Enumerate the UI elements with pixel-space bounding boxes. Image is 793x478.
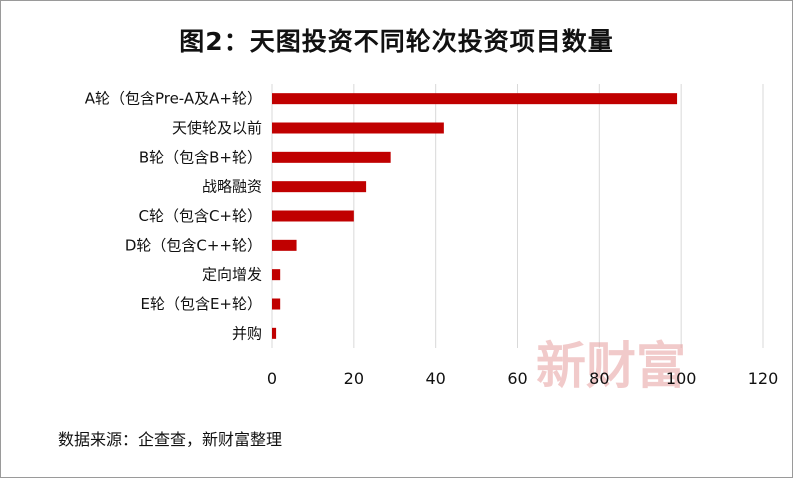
data-source-note: 数据来源：企查查，新财富整理 xyxy=(58,430,283,449)
x-tick-label: 120 xyxy=(748,369,779,388)
bar xyxy=(272,93,678,105)
category-label: B轮（包含B+轮） xyxy=(139,148,262,166)
x-tick-label: 0 xyxy=(267,369,277,388)
x-tick-label: 20 xyxy=(344,369,364,388)
x-tick-label: 80 xyxy=(589,369,609,388)
bars xyxy=(272,93,678,339)
bar xyxy=(272,327,277,339)
bar xyxy=(272,298,281,310)
bar xyxy=(272,239,297,251)
x-tick-label: 40 xyxy=(425,369,445,388)
bar xyxy=(272,122,444,134)
category-label: 天使轮及以前 xyxy=(172,119,262,137)
bar xyxy=(272,210,354,222)
category-label: 定向增发 xyxy=(202,266,262,284)
category-label: A轮（包含Pre-A及A+轮） xyxy=(85,90,262,108)
category-label: E轮（包含E+轮） xyxy=(140,295,262,313)
category-label: 并购 xyxy=(232,324,262,342)
x-tick-labels: 0 20 40 60 80 100 120 xyxy=(267,369,778,388)
bar xyxy=(272,269,281,281)
x-tick-label: 60 xyxy=(507,369,527,388)
category-labels: A轮（包含Pre-A及A+轮） 天使轮及以前 B轮（包含B+轮） 战略融资 C轮（包含C… xyxy=(85,90,262,343)
watermark: 新财富 xyxy=(536,336,686,395)
category-label: C轮（包含C+轮） xyxy=(138,207,262,225)
category-label: D轮（包含C++轮） xyxy=(125,236,262,254)
bar xyxy=(272,181,367,193)
category-label: 战略融资 xyxy=(202,178,262,196)
x-tick-label: 100 xyxy=(666,369,697,388)
bar xyxy=(272,151,391,163)
chart-title: 图2：天图投资不同轮次投资项目数量 xyxy=(179,27,614,56)
